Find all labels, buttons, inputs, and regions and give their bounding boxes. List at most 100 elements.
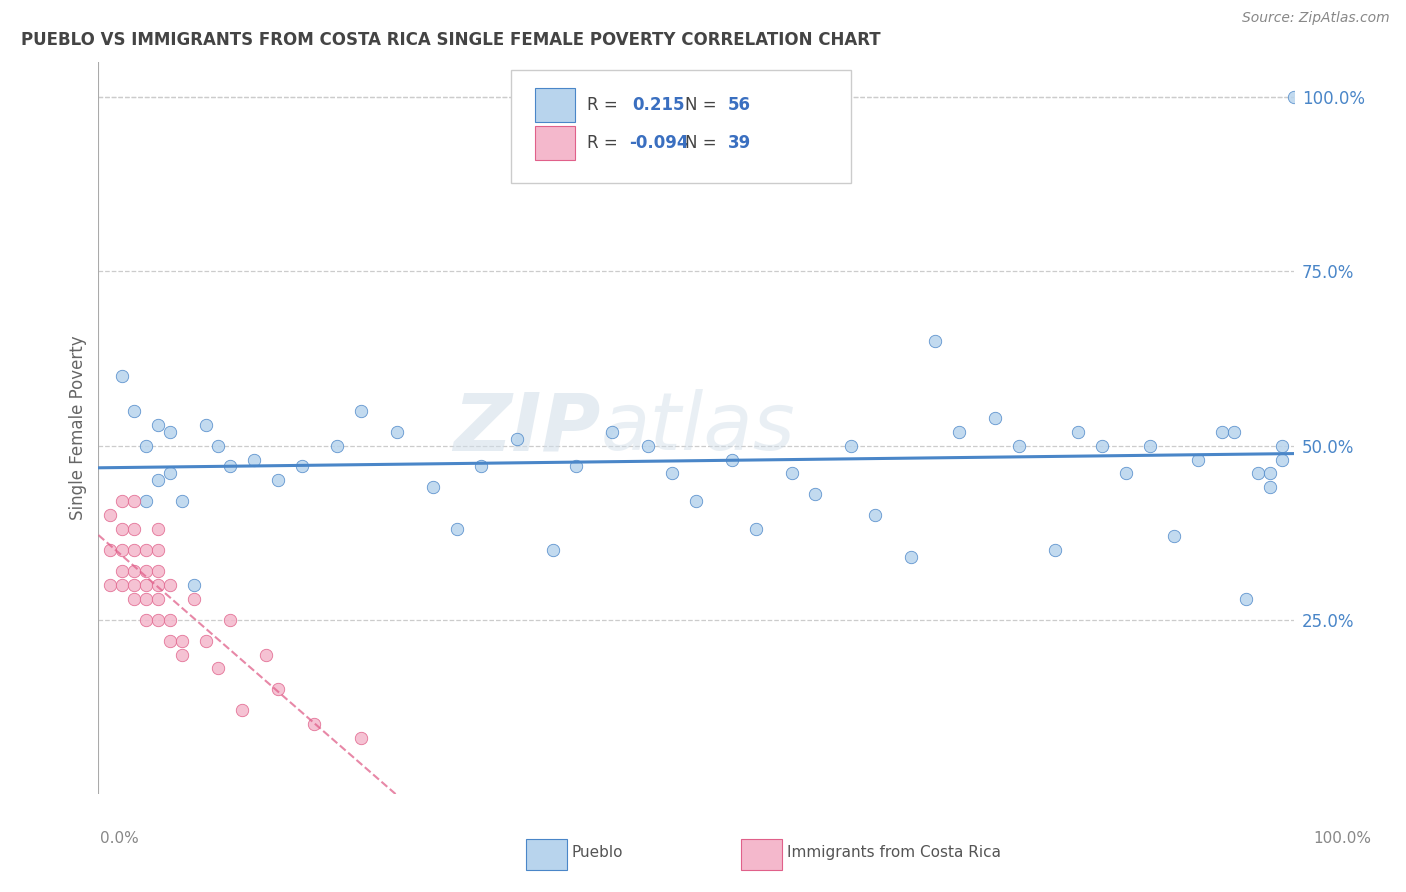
Point: [159, 425, 181, 439]
Point: [159, 578, 181, 592]
Point: [1187, 452, 1209, 467]
Text: R =: R =: [588, 95, 619, 114]
Text: -0.094: -0.094: [628, 134, 689, 152]
Point: [172, 633, 194, 648]
Point: [135, 591, 157, 606]
Point: [124, 494, 146, 508]
Point: [135, 613, 157, 627]
Text: N =: N =: [685, 134, 717, 152]
Point: [135, 578, 157, 592]
FancyBboxPatch shape: [741, 839, 782, 870]
Text: 39: 39: [728, 134, 751, 152]
Point: [602, 425, 624, 439]
Point: [135, 543, 157, 558]
Point: [135, 564, 157, 578]
Point: [148, 522, 170, 536]
Point: [470, 459, 492, 474]
Text: Source: ZipAtlas.com: Source: ZipAtlas.com: [1241, 12, 1389, 25]
Point: [219, 459, 242, 474]
Point: [541, 543, 564, 558]
Point: [1091, 439, 1114, 453]
Point: [804, 487, 827, 501]
Point: [243, 452, 266, 467]
Text: 0.215: 0.215: [633, 95, 685, 114]
Point: [984, 410, 1007, 425]
Point: [124, 591, 146, 606]
Text: 100.0%: 100.0%: [1313, 831, 1372, 846]
Point: [111, 368, 134, 383]
Point: [661, 467, 683, 481]
Point: [1271, 439, 1294, 453]
Point: [111, 578, 134, 592]
Point: [637, 439, 659, 453]
Point: [148, 613, 170, 627]
Text: atlas: atlas: [600, 389, 796, 467]
Point: [1163, 529, 1185, 543]
FancyBboxPatch shape: [510, 70, 852, 183]
Point: [124, 403, 146, 417]
Point: [685, 494, 707, 508]
FancyBboxPatch shape: [534, 126, 575, 160]
Point: [350, 731, 373, 746]
Point: [1258, 480, 1281, 494]
Text: PUEBLO VS IMMIGRANTS FROM COSTA RICA SINGLE FEMALE POVERTY CORRELATION CHART: PUEBLO VS IMMIGRANTS FROM COSTA RICA SIN…: [21, 31, 880, 49]
Point: [219, 613, 242, 627]
Point: [900, 549, 922, 564]
Point: [111, 494, 134, 508]
Text: Immigrants from Costa Rica: Immigrants from Costa Rica: [787, 845, 1001, 860]
Point: [254, 648, 277, 662]
Text: 56: 56: [728, 95, 751, 114]
Point: [745, 522, 768, 536]
Point: [148, 591, 170, 606]
Point: [111, 564, 134, 578]
Point: [98, 578, 122, 592]
Point: [159, 467, 181, 481]
Point: [148, 578, 170, 592]
Point: [267, 474, 290, 488]
Point: [1282, 90, 1305, 104]
Text: Pueblo: Pueblo: [572, 845, 623, 860]
Point: [1211, 425, 1233, 439]
Point: [159, 633, 181, 648]
Point: [302, 717, 325, 731]
Point: [207, 439, 229, 453]
Text: N =: N =: [685, 95, 717, 114]
Point: [148, 564, 170, 578]
Point: [124, 543, 146, 558]
Point: [865, 508, 887, 523]
Point: [385, 425, 409, 439]
Point: [326, 439, 349, 453]
Point: [172, 648, 194, 662]
Text: ZIP: ZIP: [453, 389, 600, 467]
Y-axis label: Single Female Poverty: Single Female Poverty: [69, 336, 87, 520]
Point: [195, 633, 218, 648]
Point: [111, 522, 134, 536]
Point: [98, 543, 122, 558]
FancyBboxPatch shape: [526, 839, 567, 870]
Point: [159, 613, 181, 627]
Point: [1234, 591, 1257, 606]
Point: [1223, 425, 1246, 439]
Point: [111, 543, 134, 558]
Point: [183, 578, 205, 592]
Point: [1271, 452, 1294, 467]
Point: [135, 494, 157, 508]
Point: [267, 682, 290, 697]
Point: [1008, 439, 1031, 453]
Point: [291, 459, 314, 474]
Point: [124, 522, 146, 536]
Text: 0.0%: 0.0%: [100, 831, 139, 846]
Point: [172, 494, 194, 508]
Point: [207, 661, 229, 675]
Point: [565, 459, 588, 474]
Point: [124, 578, 146, 592]
Point: [422, 480, 444, 494]
Point: [124, 564, 146, 578]
Point: [148, 474, 170, 488]
Point: [841, 439, 863, 453]
Point: [506, 432, 529, 446]
Point: [780, 467, 803, 481]
Point: [1247, 467, 1270, 481]
Point: [135, 439, 157, 453]
Point: [195, 417, 218, 432]
